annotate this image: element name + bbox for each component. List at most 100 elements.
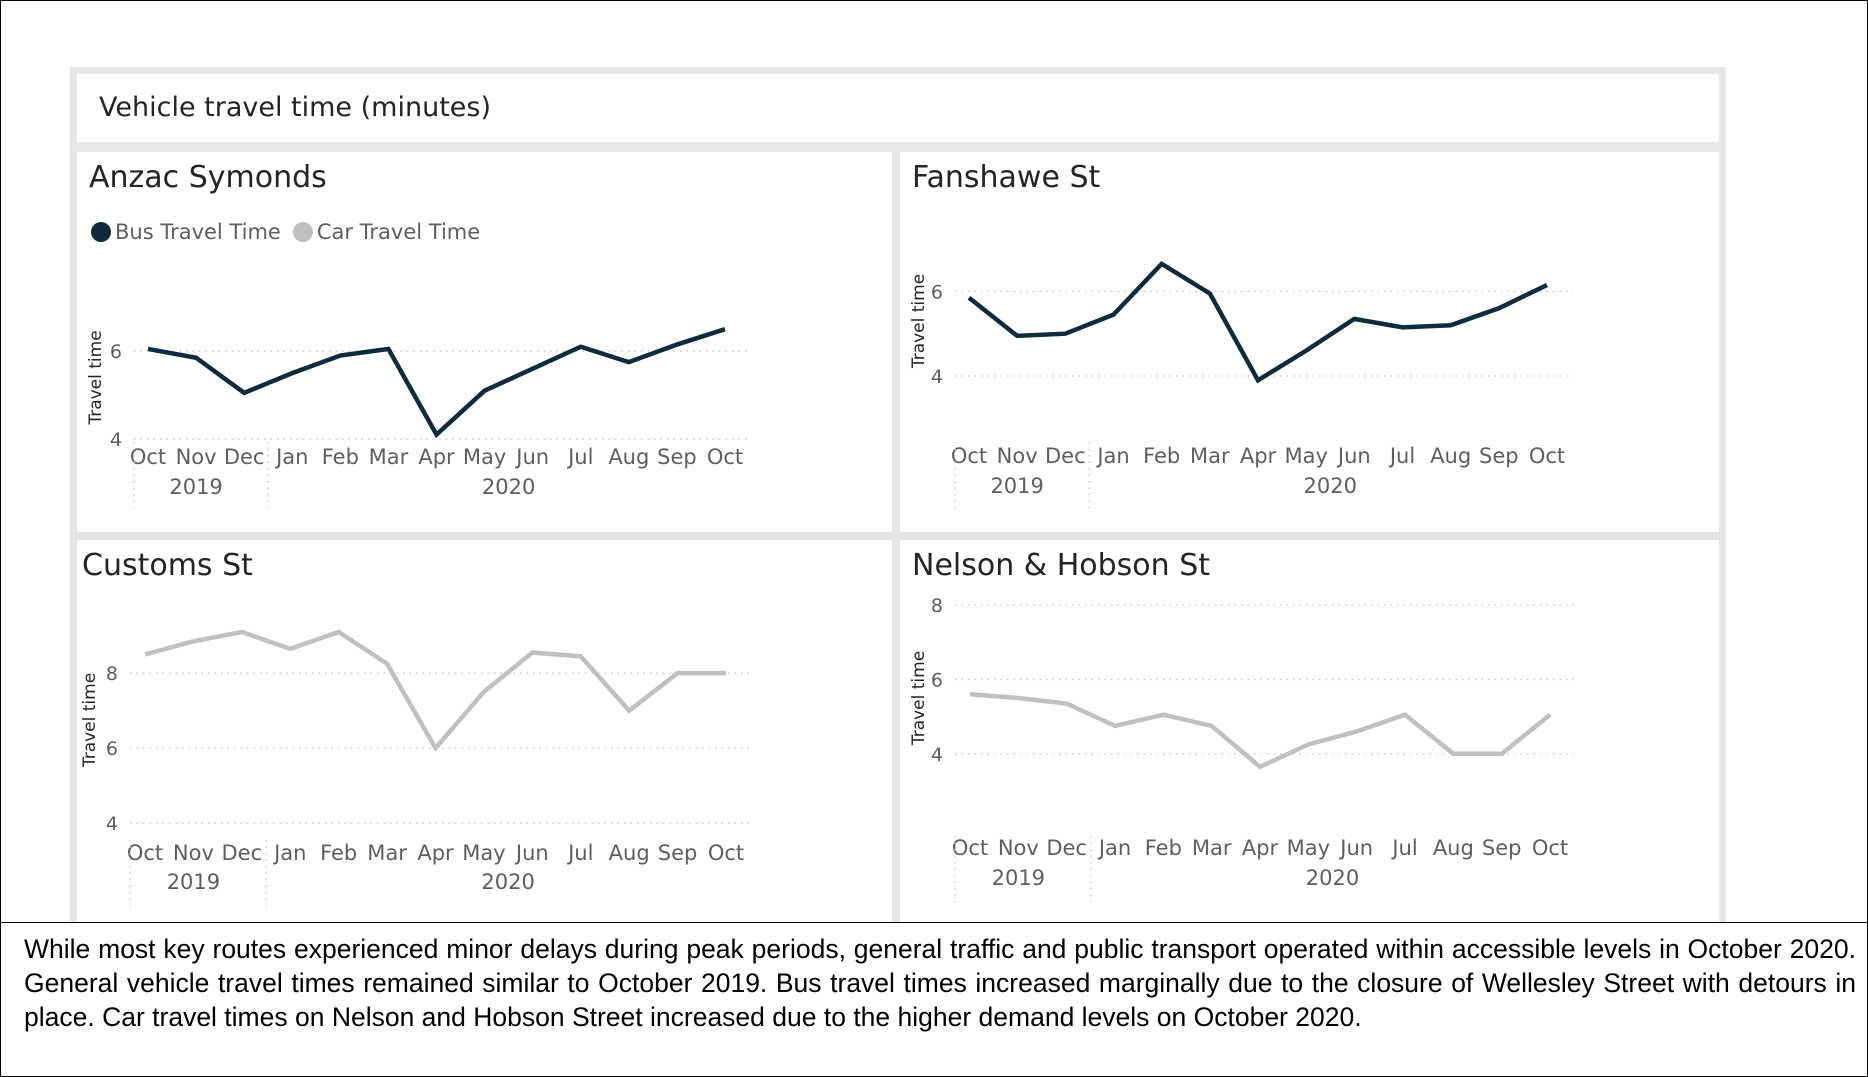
y-axis-title: Travel time	[86, 330, 106, 425]
y-tick-label: 4	[110, 429, 122, 451]
x-tick-label: Jan	[274, 445, 308, 469]
series-line-bus-travel-time[interactable]	[147, 327, 726, 439]
chart-plot: 4 6 8 Travel time Oct Nov Dec Jan Feb Mar Apr May Ju…	[909, 595, 1576, 902]
x-year-label: 2020	[482, 475, 535, 499]
x-tick-label: Sep	[1479, 444, 1519, 468]
x-tick-label: Jul	[1390, 836, 1417, 860]
chart-title: Fanshawe St	[912, 160, 1101, 195]
x-tick-label: Mar	[1190, 444, 1230, 468]
x-tick-label: Oct	[707, 445, 743, 469]
y-tick-label: 6	[106, 738, 118, 760]
y-tick-label: 6	[110, 341, 122, 363]
x-tick-label: Dec	[1045, 444, 1086, 468]
x-year-label: 2019	[992, 866, 1045, 890]
x-tick-label: Apr	[417, 841, 454, 865]
x-tick-label: Oct	[1529, 444, 1565, 468]
x-tick-label: Jul	[566, 445, 593, 469]
report-title: Vehicle travel time (minutes)	[99, 92, 491, 123]
chart-panel-anzac-symonds[interactable]: Anzac Symonds Bus Travel Time Car Travel…	[77, 152, 892, 532]
y-tick-label: 8	[931, 595, 943, 617]
series-line-bus-travel-time[interactable]	[967, 260, 1548, 384]
x-tick-label: Sep	[657, 445, 697, 469]
x-tick-label: Jan	[1095, 444, 1129, 468]
x-tick-label: Jul	[1388, 444, 1415, 468]
y-tick-label: 6	[931, 281, 943, 303]
x-tick-label: Dec	[1046, 836, 1087, 860]
x-year-label: 2019	[990, 474, 1043, 498]
x-tick-label: Oct	[708, 841, 744, 865]
x-tick-label: Sep	[1482, 836, 1522, 860]
x-tick-label: Oct	[127, 841, 163, 865]
y-tick-label: 4	[931, 366, 943, 388]
x-tick-label: Oct	[951, 444, 987, 468]
x-tick-label: Apr	[1242, 836, 1279, 860]
x-tick-label: Jan	[1097, 836, 1131, 860]
x-tick-label: Oct	[130, 445, 166, 469]
x-tick-label: Sep	[658, 841, 698, 865]
chart-title: Nelson & Hobson St	[912, 548, 1210, 583]
y-axis-title: Travel time	[909, 274, 929, 369]
x-tick-label: Jun	[1338, 836, 1373, 860]
y-axis-title: Travel time	[80, 673, 100, 768]
x-tick-label: Feb	[320, 841, 357, 865]
x-tick-label: Feb	[322, 445, 359, 469]
y-tick-label: 8	[106, 663, 118, 685]
chart-panel-nelson-hobson-st[interactable]: Nelson & Hobson St 4 6 8 Travel time Oct Nov D…	[900, 540, 1719, 922]
x-tick-label: Aug	[1433, 836, 1474, 860]
x-tick-label: Nov	[173, 841, 214, 865]
chart-panel-fanshawe-st[interactable]: Fanshawe St 4 6 Travel time Oct Nov Dec Jan Feb…	[900, 152, 1719, 532]
x-tick-label: May	[1284, 444, 1327, 468]
x-tick-label: May	[463, 445, 506, 469]
x-tick-label: Mar	[1192, 836, 1232, 860]
chart-title: Customs St	[82, 548, 253, 583]
x-tick-label: Apr	[1240, 444, 1277, 468]
x-tick-label: Mar	[367, 841, 407, 865]
series-line-car-travel-time[interactable]	[144, 629, 726, 752]
x-tick-label: Jun	[514, 841, 549, 865]
x-tick-label: Oct	[952, 836, 988, 860]
x-tick-label: Jun	[514, 445, 549, 469]
series-line-car-travel-time[interactable]	[969, 692, 1552, 770]
chart-legend[interactable]: Bus Travel Time Car Travel Time	[91, 220, 492, 244]
x-tick-label: May	[1287, 836, 1330, 860]
chart-title: Anzac Symonds	[89, 160, 327, 195]
x-tick-label: Dec	[224, 445, 265, 469]
car-legend-marker	[292, 222, 313, 242]
x-tick-label: Aug	[608, 445, 649, 469]
bus-legend-marker	[91, 222, 111, 242]
x-year-label: 2020	[1304, 474, 1357, 498]
y-tick-label: 4	[931, 744, 943, 766]
caption-text: While most key routes experienced minor …	[24, 934, 1856, 1032]
chart-plot: 4 6 8 Travel time Oct Nov Dec Jan Feb Mar Apr May Ju…	[80, 629, 752, 906]
x-tick-label: Feb	[1145, 836, 1182, 860]
x-tick-label: May	[462, 841, 505, 865]
x-tick-label: Feb	[1143, 444, 1180, 468]
chart-panel-customs-st[interactable]: Customs St 4 6 8 Travel time Oct Nov Dec Jan Feb…	[77, 540, 892, 922]
x-year-label: 2020	[481, 870, 534, 894]
x-tick-label: Nov	[997, 444, 1038, 468]
x-tick-label: Jan	[272, 841, 306, 865]
x-tick-label: Nov	[998, 836, 1039, 860]
y-axis-title: Travel time	[909, 651, 929, 746]
x-year-label: 2020	[1306, 866, 1359, 890]
x-tick-label: Jun	[1336, 444, 1371, 468]
x-tick-label: Aug	[609, 841, 650, 865]
x-tick-label: Aug	[1430, 444, 1471, 468]
x-tick-label: Apr	[418, 445, 455, 469]
legend-label-bus: Bus Travel Time	[115, 220, 281, 244]
x-tick-label: Jul	[566, 841, 593, 865]
x-year-label: 2019	[169, 475, 222, 499]
y-tick-label: 4	[106, 813, 118, 835]
caption-divider	[0, 922, 1868, 923]
y-tick-label: 6	[931, 669, 943, 691]
x-year-label: 2019	[167, 870, 220, 894]
x-tick-label: Nov	[176, 445, 217, 469]
header-card: Vehicle travel time (minutes)	[77, 74, 1719, 142]
legend-item-car[interactable]: Car Travel Time	[292, 220, 480, 244]
x-tick-label: Mar	[369, 445, 409, 469]
legend-item-bus[interactable]: Bus Travel Time	[91, 220, 281, 244]
x-tick-label: Dec	[222, 841, 263, 865]
x-tick-label: Oct	[1532, 836, 1568, 860]
